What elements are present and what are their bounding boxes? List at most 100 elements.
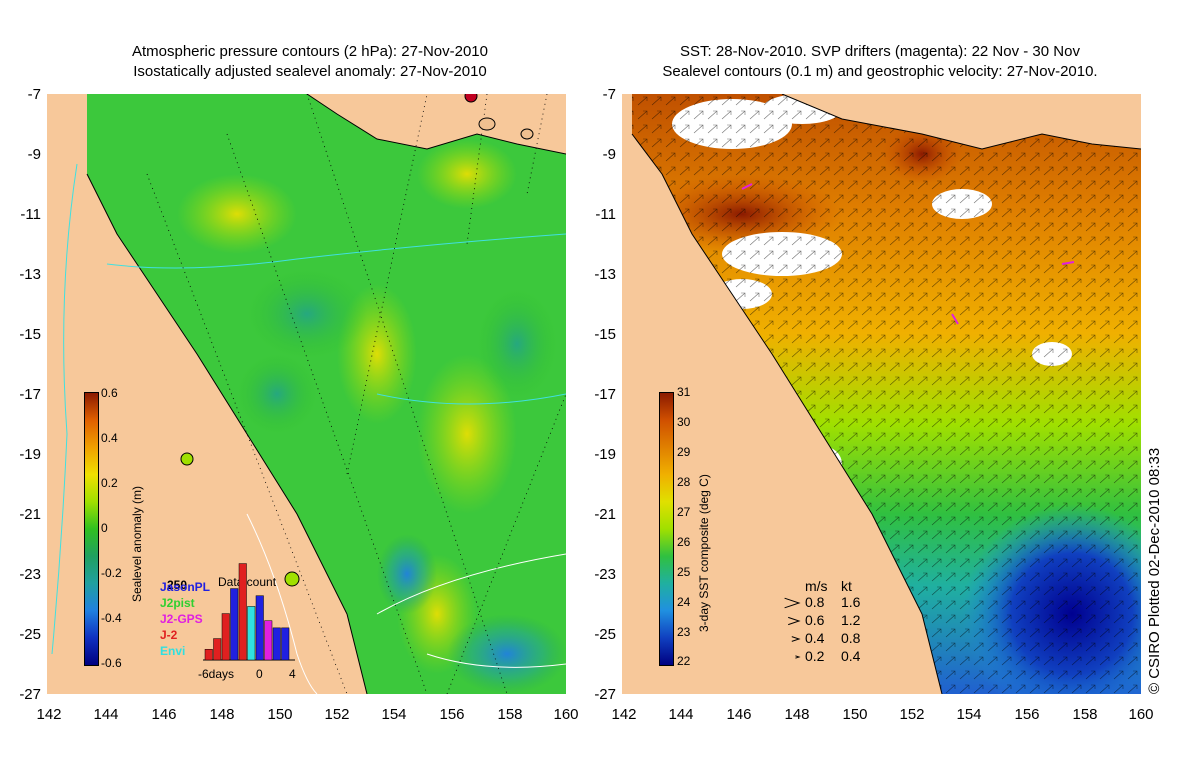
lat-tick: -21 xyxy=(19,506,41,523)
speed-ms-3: 0.2 xyxy=(805,648,825,664)
lat-tick: -27 xyxy=(19,686,41,703)
lon-tick: 148 xyxy=(784,706,810,723)
lat-tick: -19 xyxy=(594,446,616,463)
speed-ms-1: 0.6 xyxy=(805,612,825,628)
right-map-canvas xyxy=(622,94,1141,694)
lon-tick: 150 xyxy=(267,706,293,723)
lon-tick: 148 xyxy=(209,706,235,723)
right-cb-tick: 24 xyxy=(677,595,691,609)
lat-tick: -21 xyxy=(594,506,616,523)
right-cb-tick: 29 xyxy=(677,445,691,459)
right-cb-tick: 27 xyxy=(677,505,691,519)
left-cb-tick: 0.4 xyxy=(101,431,118,445)
left-colorbar xyxy=(84,392,99,666)
left-cb-label: Sealevel anomaly (m) xyxy=(130,485,144,602)
legend-sat-3: J-2 xyxy=(160,628,178,642)
hist-xtick-1: 0 xyxy=(256,667,263,681)
hist-xtick-2: 4 xyxy=(289,667,296,681)
hist-bar xyxy=(264,620,273,661)
left-cb-tick: -0.2 xyxy=(101,566,122,580)
lon-tick: 142 xyxy=(611,706,637,723)
lat-tick: -9 xyxy=(27,146,41,163)
lat-tick: -17 xyxy=(594,386,616,403)
left-cb-tick: 0 xyxy=(101,521,108,535)
left-cb-tick: 0.6 xyxy=(101,386,118,400)
right-title-line2: Sealevel contours (0.1 m) and geostrophi… xyxy=(662,63,1098,80)
speed-arrow xyxy=(784,597,801,609)
hist-bar xyxy=(204,649,213,661)
left-map[interactable] xyxy=(47,94,566,694)
right-cb-tick: 31 xyxy=(677,385,691,399)
speed-kt-0: 1.6 xyxy=(841,594,861,610)
hist-bar xyxy=(255,595,264,661)
right-colorbar xyxy=(659,392,674,666)
speed-header-ms: m/s xyxy=(805,578,828,594)
speed-kt-2: 0.8 xyxy=(841,630,861,646)
hist-bar xyxy=(238,563,247,661)
lon-tick: 154 xyxy=(956,706,982,723)
hist-bar xyxy=(213,638,222,661)
left-title-line2: Isostatically adjusted sealevel anomaly:… xyxy=(133,63,487,80)
hist-count-label: 250 xyxy=(167,578,188,592)
left-cb-tick: 0.2 xyxy=(101,476,118,490)
lat-tick: -13 xyxy=(19,266,41,283)
lon-tick: 160 xyxy=(553,706,579,723)
right-cb-tick: 22 xyxy=(677,654,691,668)
png-land-right xyxy=(782,94,1141,149)
hist-bar xyxy=(230,588,239,661)
left-cb-tick: -0.4 xyxy=(101,611,122,625)
lat-tick: -15 xyxy=(594,326,616,343)
lat-tick: -7 xyxy=(602,86,616,103)
speed-kt-1: 1.2 xyxy=(841,612,861,628)
hist-bar xyxy=(272,627,281,661)
lat-tick: -25 xyxy=(19,626,41,643)
speed-legend: m/s kt 0.8 1.6 0.6 1.2 0.4 0.8 0.2 0.4 xyxy=(775,578,895,668)
right-map[interactable] xyxy=(622,94,1141,694)
right-cb-tick: 30 xyxy=(677,415,691,429)
left-title-line1: Atmospheric pressure contours (2 hPa): 2… xyxy=(131,43,488,60)
png-land xyxy=(307,94,566,154)
right-cb-tick: 23 xyxy=(677,625,691,639)
hist-bars xyxy=(203,563,295,661)
right-cb-tick: 25 xyxy=(677,565,691,579)
lat-tick: -15 xyxy=(19,326,41,343)
data-count-inset: 250 Data count JasonPL J2pist J2-GPS J-2… xyxy=(155,540,305,685)
speed-header-kt: kt xyxy=(841,578,852,594)
lat-tick: -19 xyxy=(19,446,41,463)
australia-land-right xyxy=(622,94,942,694)
lon-tick: 158 xyxy=(1072,706,1098,723)
lat-tick: -27 xyxy=(594,686,616,703)
lon-tick: 146 xyxy=(151,706,177,723)
hist-title: Data count xyxy=(218,575,277,589)
csiro-credit: © CSIRO Plotted 02-Dec-2010 08:33 xyxy=(1146,447,1163,694)
legend-sat-1: J2pist xyxy=(160,596,195,610)
speed-ms-2: 0.4 xyxy=(805,630,825,646)
lat-tick: -23 xyxy=(19,566,41,583)
lon-tick: 156 xyxy=(439,706,465,723)
lon-tick: 152 xyxy=(324,706,350,723)
lat-tick: -13 xyxy=(594,266,616,283)
speed-kt-3: 0.4 xyxy=(841,648,861,664)
lon-tick: 144 xyxy=(668,706,694,723)
right-cb-label: 3-day SST composite (deg C) xyxy=(697,474,711,632)
lon-tick: 158 xyxy=(497,706,523,723)
speed-arrow xyxy=(795,655,801,659)
lon-tick: 152 xyxy=(899,706,925,723)
right-title-line1: SST: 28-Nov-2010. SVP drifters (magenta)… xyxy=(680,43,1080,60)
left-cb-tick: -0.6 xyxy=(101,656,122,670)
lat-tick: -11 xyxy=(595,206,616,223)
hist-bar xyxy=(281,627,290,661)
legend-sat-0: JasonPL xyxy=(160,580,211,594)
lon-tick: 156 xyxy=(1014,706,1040,723)
speed-ms-0: 0.8 xyxy=(805,594,825,610)
hist-xtick-0: -6days xyxy=(198,667,235,681)
speed-arrow xyxy=(788,616,801,626)
lon-tick: 154 xyxy=(381,706,407,723)
lat-tick: -7 xyxy=(27,86,41,103)
lon-tick: 146 xyxy=(726,706,752,723)
lat-tick: -17 xyxy=(19,386,41,403)
right-cb-tick: 28 xyxy=(677,475,691,489)
lat-tick: -11 xyxy=(20,206,41,223)
left-map-canvas xyxy=(47,94,566,694)
lon-tick: 144 xyxy=(93,706,119,723)
